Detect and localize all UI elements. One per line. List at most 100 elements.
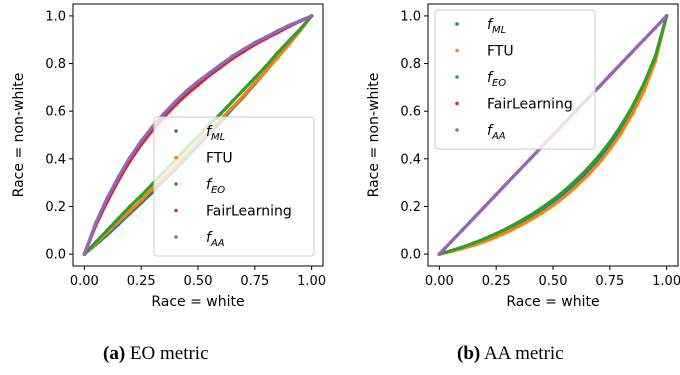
series-2-point	[585, 167, 589, 171]
series-1-point	[573, 185, 578, 189]
series-1-point	[139, 198, 143, 203]
series-1-point	[150, 186, 155, 191]
series-2-point	[150, 182, 155, 186]
series-1-point	[630, 111, 635, 116]
legend-entry-subscript: AA	[210, 238, 225, 249]
chart-panel-0: 0.00 0.25 0.50 0.75 1.00 0.0 0.2 0.4 0.6 0.8 1.0 Ra…	[11, 3, 326, 310]
legend-frame	[153, 116, 315, 257]
series-4-point	[517, 168, 521, 173]
series-2-point	[562, 188, 567, 193]
series-4-point	[264, 35, 268, 39]
legend-entry: FTU	[487, 44, 514, 60]
series-2-point	[93, 240, 98, 244]
series-1-point	[608, 147, 612, 152]
series-2-point	[287, 39, 291, 43]
series-2-point	[494, 231, 498, 236]
series-4-point	[128, 155, 132, 160]
series-1-point	[642, 89, 646, 93]
series-2-point	[642, 81, 646, 86]
series-2-point	[630, 104, 635, 109]
y-tick-label: 0.0	[400, 248, 421, 263]
legend-marker	[174, 235, 178, 239]
series-4-point	[298, 18, 303, 23]
caption-b: (b) AA metric	[457, 343, 564, 365]
series-2-point	[517, 220, 521, 224]
series-4-point	[105, 196, 109, 200]
legend-entry-name: f	[487, 123, 494, 139]
y-tick-label: 0.4	[400, 152, 421, 167]
series-4-point	[596, 85, 601, 90]
caption-a-prefix: (a)	[103, 343, 126, 364]
legend-entry-subscript: ML	[492, 25, 506, 36]
series-4-point	[471, 216, 476, 221]
series-1-point	[253, 80, 257, 85]
series-4-point	[287, 23, 291, 28]
legend-entry: fEO	[206, 177, 225, 196]
y-axis-label: Race = non-white	[11, 73, 27, 198]
series-2-point	[460, 245, 464, 249]
series-4-point	[619, 61, 623, 66]
x-axis-label: Race = white	[506, 294, 599, 310]
series-1-point	[551, 203, 555, 208]
y-tick-label: 0.6	[400, 105, 421, 120]
series-4-point	[93, 221, 98, 225]
x-tick-label: 1.00	[297, 274, 326, 289]
legend-entry-name: FairLearning	[487, 97, 573, 113]
series-2-point	[105, 228, 109, 233]
series-4-point	[139, 139, 143, 143]
legend-entry-subscript: AA	[491, 131, 506, 142]
series-4-point	[664, 14, 669, 18]
y-tick-label: 0.4	[45, 152, 66, 167]
x-tick-label: 0.25	[127, 274, 156, 289]
series-2-point	[596, 154, 601, 159]
series-4-point	[230, 54, 234, 59]
series-1-point	[241, 93, 246, 98]
y-tick-label: 0.2	[45, 200, 66, 215]
legend-marker	[174, 208, 178, 213]
series-1-point	[275, 55, 280, 60]
series-2-point	[528, 213, 533, 218]
series-2-point	[483, 236, 487, 241]
legend-entry-name: FTU	[487, 44, 514, 60]
series-1-point	[596, 161, 601, 166]
series-4-point	[460, 228, 464, 233]
series-2-point	[241, 87, 246, 92]
series-2-point	[653, 54, 658, 59]
caption-b-text: AA metric	[483, 343, 564, 364]
legend-entry: FairLearning	[487, 97, 573, 113]
legend-entry: FairLearning	[206, 204, 292, 220]
series-4-point	[653, 26, 658, 30]
legend-marker	[455, 101, 459, 106]
chart-panel-1: 0.00 0.25 0.50 0.75 1.00 0.0 0.2 0.4 0.6 0.8 1.0 Ra…	[366, 3, 680, 310]
series-1-point	[505, 230, 510, 234]
series-2-point	[253, 76, 257, 80]
legend-entry: FTU	[206, 151, 233, 167]
series-1-point	[230, 105, 234, 110]
x-tick-label: 0.75	[240, 274, 269, 289]
series-2-point	[139, 193, 143, 198]
series-4-point	[448, 240, 453, 244]
series-4-point	[116, 174, 121, 179]
legend-marker	[174, 182, 178, 186]
legend-entry-name: f	[206, 230, 213, 246]
legend-entry-name: FairLearning	[206, 204, 292, 220]
series-1-point	[517, 224, 521, 229]
legend-entry-subscript: EO	[211, 185, 225, 196]
series-4-point	[528, 157, 533, 161]
legend-marker	[174, 129, 178, 133]
series-2-point	[471, 241, 476, 245]
series-4-point	[196, 79, 200, 84]
x-tick-label: 0.00	[425, 274, 454, 289]
series-4-point	[253, 40, 257, 45]
caption-a-text: EO metric	[129, 343, 209, 364]
series-2-point	[608, 140, 612, 144]
x-tick-label: 0.50	[539, 274, 568, 289]
y-tick-label: 0.6	[45, 105, 66, 120]
series-1-point	[528, 218, 533, 222]
series-2-point	[539, 206, 544, 210]
series-4-point	[162, 111, 166, 116]
series-4-point	[173, 99, 178, 104]
legend-entry: fML	[206, 124, 225, 143]
series-2-point	[505, 226, 510, 230]
y-tick-label: 0.2	[400, 200, 421, 215]
